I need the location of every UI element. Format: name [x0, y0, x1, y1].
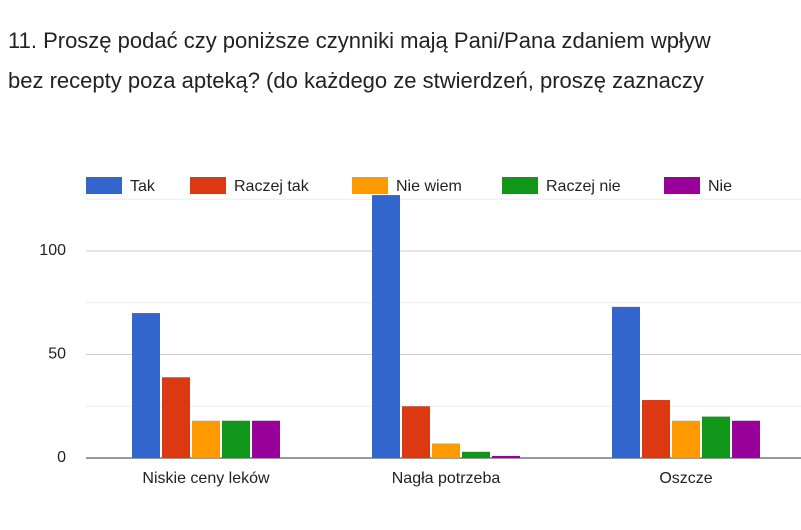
bar [192, 420, 220, 458]
legend-label: Tak [130, 178, 156, 195]
bar [732, 420, 760, 458]
title-line: 11. Proszę podać czy poniższe czynniki m… [8, 28, 711, 53]
legend-label: Raczej tak [234, 178, 310, 195]
bar [462, 451, 490, 458]
legend-swatch [664, 177, 700, 194]
legend-label: Raczej nie [546, 178, 621, 195]
legend-swatch [502, 177, 538, 194]
legend-label: Nie [708, 178, 732, 195]
bar [402, 406, 430, 458]
bar [702, 416, 730, 458]
y-tick-label: 50 [48, 346, 66, 363]
bar [222, 420, 250, 458]
legend-swatch [190, 177, 226, 194]
bar [642, 400, 670, 458]
x-tick-label: Oszcze [659, 470, 712, 487]
y-tick-label: 0 [57, 449, 66, 466]
bar [372, 195, 400, 458]
title-line: bez recepty poza apteką? (do każdego ze … [8, 68, 704, 93]
y-tick-label: 100 [39, 242, 66, 259]
legend-swatch [352, 177, 388, 194]
x-tick-label: Niskie ceny leków [142, 470, 270, 487]
bar [132, 313, 160, 458]
bar [252, 420, 280, 458]
legend-swatch [86, 177, 122, 194]
legend-label: Nie wiem [396, 178, 462, 195]
x-tick-label: Nagła potrzeba [392, 470, 501, 487]
bar [162, 377, 190, 458]
bar [492, 455, 520, 458]
bar [672, 420, 700, 458]
bar [432, 443, 460, 458]
bar [612, 306, 640, 458]
